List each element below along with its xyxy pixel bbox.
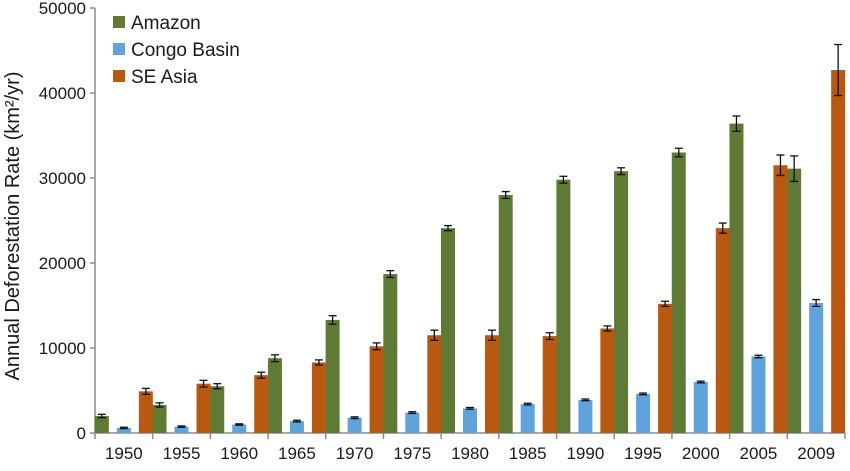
- legend-swatch: [113, 16, 125, 28]
- x-tick-label: 1955: [163, 444, 201, 463]
- x-tick-label: 1960: [220, 444, 258, 463]
- bar-congo-basin: [232, 424, 247, 433]
- bar-congo-basin: [405, 412, 420, 433]
- y-tick-label: 0: [77, 424, 86, 443]
- legend-label: Amazon: [131, 13, 201, 34]
- bar-se-asia: [715, 228, 730, 433]
- bar-se-asia: [542, 336, 557, 433]
- bar-se-asia: [311, 362, 326, 433]
- bar-congo-basin: [809, 302, 824, 433]
- bar-amazon: [325, 319, 340, 433]
- legend-label: Congo Basin: [131, 40, 240, 61]
- bar-se-asia: [369, 346, 384, 433]
- bar-amazon: [383, 274, 398, 433]
- legend-swatch: [113, 70, 125, 82]
- bar-amazon: [614, 171, 629, 433]
- bar-amazon: [152, 404, 167, 433]
- bar-amazon: [441, 228, 455, 433]
- bar-se-asia: [196, 383, 211, 433]
- bar-se-asia: [773, 165, 788, 433]
- x-tick-label: 1950: [105, 444, 143, 463]
- bar-se-asia: [485, 335, 499, 433]
- y-tick-label: 50000: [39, 0, 86, 18]
- bar-congo-basin: [751, 356, 766, 433]
- x-tick-label: 2000: [682, 444, 720, 463]
- bar-congo-basin: [289, 421, 304, 433]
- bar-se-asia: [831, 70, 846, 434]
- bar-se-asia: [600, 328, 615, 433]
- y-axis-label: Annual Deforestation Rate (km²/yr): [2, 71, 24, 380]
- bar-amazon: [556, 179, 571, 433]
- bar-congo-basin: [578, 399, 593, 433]
- error-bars-group: [97, 43, 843, 430]
- bar-se-asia: [427, 335, 442, 433]
- y-tick-label: 40000: [39, 84, 86, 103]
- bar-amazon: [94, 416, 109, 433]
- bars-group: [94, 70, 846, 434]
- legend: Amazon Congo Basin SE Asia: [113, 13, 240, 88]
- bar-congo-basin: [116, 427, 131, 433]
- bar-congo-basin: [636, 393, 651, 433]
- x-tick-label: 1995: [624, 444, 662, 463]
- bar-amazon: [671, 152, 686, 433]
- x-tick-label: 1980: [451, 444, 489, 463]
- x-tick-label: 2009: [797, 444, 835, 463]
- y-tick-label: 10000: [39, 339, 86, 358]
- bar-congo-basin: [520, 404, 535, 433]
- y-tick-label: 30000: [39, 169, 86, 188]
- legend-label: SE Asia: [131, 67, 198, 88]
- bar-amazon: [498, 195, 513, 433]
- bar-se-asia: [138, 391, 153, 433]
- bar-se-asia: [658, 303, 673, 433]
- x-tick-label: 1985: [509, 444, 547, 463]
- x-tick-label: 1970: [336, 444, 374, 463]
- bar-congo-basin: [347, 417, 362, 433]
- axes: 0 10000 20000 30000 40000 50000 1950 1955 1960 19…: [39, 0, 846, 463]
- bar-amazon: [210, 386, 225, 433]
- legend-swatch: [113, 43, 125, 55]
- bar-congo-basin: [463, 408, 477, 433]
- y-tick-label: 20000: [39, 254, 86, 273]
- bar-amazon: [787, 168, 802, 433]
- bar-congo-basin: [693, 382, 708, 433]
- x-tick-label: 2005: [740, 444, 778, 463]
- bar-se-asia: [254, 375, 269, 433]
- x-tick-label: 1975: [393, 444, 431, 463]
- x-tick-label: 1990: [566, 444, 604, 463]
- bar-congo-basin: [174, 426, 189, 433]
- bar-amazon: [267, 358, 282, 433]
- x-tick-label: 1965: [278, 444, 316, 463]
- bar-amazon: [729, 123, 744, 433]
